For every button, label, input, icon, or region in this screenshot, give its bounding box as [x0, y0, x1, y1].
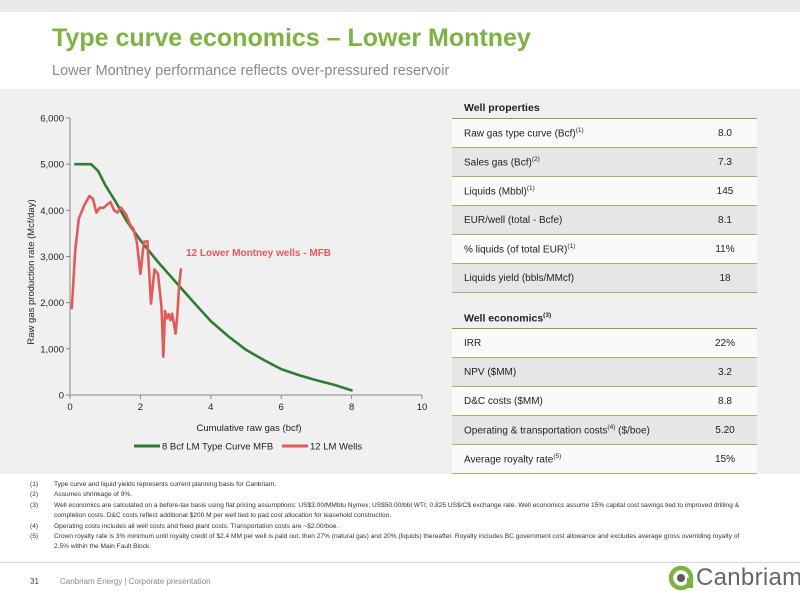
chart-annotation: 12 Lower Montney wells - MFB	[186, 248, 331, 259]
logo-text: Canbriam	[696, 564, 800, 591]
well-property-label: % liquids (of total EUR)(1)	[464, 242, 576, 256]
well-economics-heading: Well economics(3)	[452, 307, 757, 329]
well-economic-row: D&C costs ($MM) 8.8	[452, 387, 757, 416]
x-tick-label: 8	[349, 402, 354, 413]
well-property-row: Raw gas type curve (Bcf)(1) 8.0	[452, 119, 757, 148]
well-property-value: 7.3	[718, 156, 732, 168]
y-axis-label: Raw gas production rate (Mcf/day)	[26, 199, 37, 344]
footnote: (5) Crown royalty rate is 3% minimum unti…	[30, 532, 750, 553]
y-tick-label: 4,000	[40, 206, 64, 217]
well-property-value: 18	[719, 272, 731, 284]
well-property-label: Liquids (Mbbl)(1)	[464, 184, 535, 198]
y-tick-label: 5,000	[40, 160, 64, 171]
legend-label: 8 Bcf LM Type Curve MFB	[162, 442, 273, 453]
x-tick-label: 2	[138, 402, 143, 413]
well-economics-rows: IRR 22% NPV ($MM) 3.2 D&C costs ($MM) 8.8 Oper…	[452, 329, 757, 474]
well-economic-value: 22%	[714, 337, 735, 349]
x-tick-label: 6	[279, 402, 284, 413]
well-property-label: Liquids yield (bbls/MMcf)	[464, 272, 575, 284]
x-axis-ticks: 0 2 4 6 8 10	[67, 395, 427, 413]
well-economic-label: Operating & transportation costs(4) ($/b…	[464, 423, 650, 437]
y-tick-label: 6,000	[40, 114, 64, 125]
footnote: (1) Type curve and liquid yields represen…	[30, 480, 750, 490]
footnote-number: (4)	[30, 522, 39, 530]
well-economic-label: NPV ($MM)	[464, 366, 517, 378]
chart-series	[70, 162, 353, 392]
well-economic-label: Average royalty rate(5)	[464, 452, 562, 466]
canbriam-logo-icon	[668, 565, 694, 591]
well-property-label: Sales gas (Bcf)(2)	[464, 155, 540, 169]
series-line-1	[73, 162, 353, 392]
y-tick-label: 0	[59, 391, 64, 402]
well-economic-row: Operating & transportation costs(4) ($/b…	[452, 416, 757, 445]
well-economic-row: NPV ($MM) 3.2	[452, 358, 757, 387]
well-property-value: 11%	[715, 243, 735, 255]
top-bar	[0, 0, 800, 12]
well-properties-rows: Raw gas type curve (Bcf)(1) 8.0 Sales gas …	[452, 119, 757, 293]
well-economic-value: 3.2	[718, 366, 732, 378]
footnote-text: Well economics are calculated on a befor…	[54, 501, 740, 520]
y-tick-label: 2,000	[40, 298, 64, 309]
page-number: 31	[30, 577, 39, 586]
well-property-row: Liquids yield (bbls/MMcf) 18	[452, 264, 757, 293]
well-property-row: EUR/well (total - Bcfe) 8.1	[452, 206, 757, 235]
footnote-number: (5)	[30, 533, 39, 541]
well-economic-value: 5.20	[715, 424, 735, 436]
y-tick-label: 1,000	[40, 344, 64, 355]
well-economic-row: Average royalty rate(5) 15%	[452, 445, 757, 474]
footnote-number: (1)	[30, 481, 39, 488]
well-economic-row: IRR 22%	[452, 329, 757, 358]
page-title: Type curve economics – Lower Montney	[52, 24, 531, 52]
y-axis-ticks: 0 1,000 2,000 3,000 4,000 5,000 6,000	[40, 114, 70, 402]
well-economic-value: 15%	[714, 453, 735, 465]
x-tick-label: 10	[417, 402, 428, 413]
chart-legend: 8 Bcf LM Type Curve MFB 12 LM Wells	[134, 442, 362, 453]
legend-item: 8 Bcf LM Type Curve MFB	[134, 442, 273, 453]
footer-company: Canbriam Energy | Corporate presentation	[60, 577, 211, 586]
x-axis-label: Cumulative raw gas (bcf)	[196, 423, 301, 434]
legend-item: 12 LM Wells	[282, 442, 362, 453]
well-properties-heading: Well properties	[452, 97, 757, 119]
well-property-row: Sales gas (Bcf)(2) 7.3	[452, 148, 757, 177]
series-line-2	[70, 194, 183, 358]
legend-label: 12 LM Wells	[310, 442, 362, 453]
x-tick-label: 0	[67, 402, 72, 413]
footnote-number: (2)	[30, 491, 39, 499]
well-property-value: 8.0	[718, 127, 732, 139]
well-table: Well properties Raw gas type curve (Bcf)…	[452, 97, 757, 474]
footnote-number: (3)	[30, 501, 39, 509]
well-property-value: 145	[716, 185, 734, 197]
footnote-text: Assumes shrinkage of 9%.	[54, 491, 133, 499]
well-property-value: 8.1	[718, 214, 732, 226]
well-property-label: EUR/well (total - Bcfe)	[464, 214, 563, 226]
well-economic-label: D&C costs ($MM)	[464, 395, 543, 407]
footer-divider	[0, 562, 800, 563]
footnote-text: Operating costs includes all well costs …	[54, 522, 339, 530]
well-property-label: Raw gas type curve (Bcf)(1)	[464, 126, 584, 140]
x-tick-label: 4	[208, 402, 213, 413]
footnote: (2) Assumes shrinkage of 9%.	[30, 490, 750, 500]
well-property-row: % liquids (of total EUR)(1) 11%	[452, 235, 757, 264]
footnote-text: Type curve and liquid yields represents …	[54, 481, 277, 488]
well-property-row: Liquids (Mbbl)(1) 145	[452, 177, 757, 206]
footnotes: (1) Type curve and liquid yields represen…	[30, 480, 750, 553]
footnote-text: Crown royalty rate is 3% minimum until r…	[54, 533, 740, 551]
y-tick-label: 3,000	[40, 252, 64, 263]
footnote: (4) Operating costs includes all well cos…	[30, 522, 750, 532]
page-subtitle: Lower Montney performance reflects over-…	[52, 63, 450, 79]
footnote: (3) Well economics are calculated on a be…	[30, 501, 750, 522]
well-economic-value: 8.8	[718, 395, 732, 407]
well-economic-label: IRR	[464, 337, 482, 349]
